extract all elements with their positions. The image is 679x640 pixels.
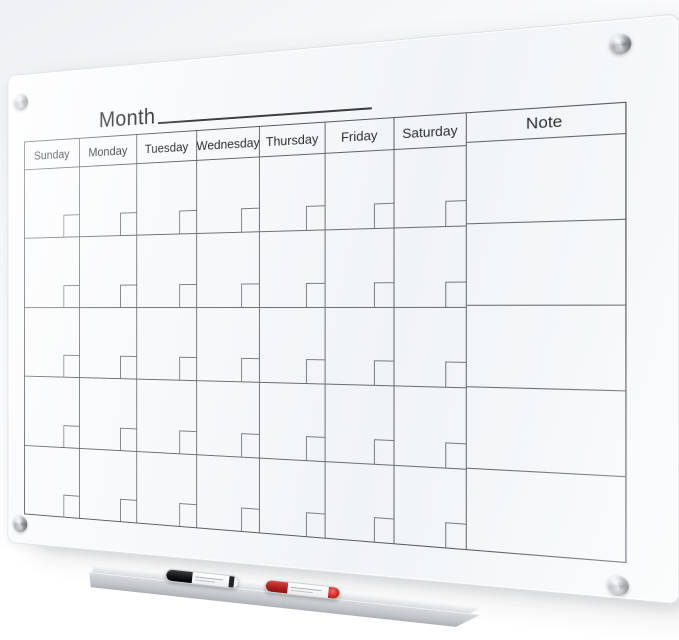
calendar-cell	[79, 236, 138, 307]
day-header-saturday: Saturday	[394, 113, 467, 150]
date-box	[373, 438, 394, 465]
calendar-cell	[394, 226, 467, 307]
date-box	[63, 284, 79, 307]
calendar-cell	[197, 157, 260, 234]
date-box	[373, 203, 394, 229]
calendar-cell	[137, 234, 198, 307]
note-row	[467, 469, 625, 562]
calendar-cell	[394, 465, 467, 550]
mounting-standoff-top-right	[609, 33, 632, 56]
date-box	[241, 283, 259, 307]
calendar-cell	[259, 230, 326, 307]
day-header-tuesday: Tuesday	[137, 131, 198, 164]
calendar-cell	[197, 232, 260, 307]
date-box	[305, 359, 325, 384]
calendar-cell	[197, 307, 260, 383]
date-box	[445, 522, 466, 550]
calendar-row	[24, 307, 467, 389]
day-header-friday: Friday	[325, 118, 395, 153]
date-box	[241, 358, 259, 383]
date-box	[120, 498, 137, 523]
note-row	[466, 387, 626, 478]
date-box	[305, 512, 325, 538]
date-box	[305, 205, 325, 231]
date-box	[179, 356, 197, 381]
date-box	[241, 507, 259, 533]
calendar-grid: Sunday Monday Tuesday Wednesday Thursday Frid…	[24, 101, 627, 564]
calendar-cell	[259, 307, 326, 384]
date-box	[241, 432, 259, 458]
calendar-cell	[79, 307, 138, 379]
calendar-cell	[325, 150, 395, 230]
note-row	[466, 305, 626, 392]
date-box	[63, 494, 79, 518]
date-box	[445, 361, 466, 388]
date-box	[63, 214, 79, 238]
date-box	[63, 354, 79, 378]
calendar-cell	[137, 451, 198, 528]
calendar-cell	[24, 445, 80, 518]
date-box	[179, 283, 197, 307]
calendar-cell	[137, 307, 198, 381]
note-row	[466, 134, 626, 225]
note-column-rows	[466, 134, 626, 562]
date-box	[120, 355, 137, 379]
calendar-cell	[394, 307, 467, 388]
mounting-standoff-bottom-left	[13, 515, 28, 533]
calendar-cell	[137, 160, 198, 236]
month-title: Month	[98, 103, 156, 132]
day-header-sunday: Sunday	[24, 138, 80, 170]
date-box	[373, 281, 394, 307]
calendar-cell	[197, 454, 260, 533]
calendar-row	[24, 226, 467, 308]
date-box	[120, 427, 137, 451]
calendar-cell	[24, 376, 80, 448]
date-box	[241, 208, 259, 233]
date-box	[373, 517, 394, 544]
date-box	[445, 281, 466, 307]
date-box	[305, 282, 325, 307]
glass-whiteboard: Month Sunday Monday Tuesday Wednesday Thursd…	[7, 13, 679, 605]
calendar-cell	[325, 228, 395, 307]
calendar-cell	[259, 153, 326, 232]
calendar-cell	[259, 458, 326, 538]
date-box	[120, 284, 137, 307]
calendar-cell	[79, 378, 138, 451]
date-box	[445, 200, 466, 227]
calendar-cell	[325, 461, 395, 544]
calendar-cell	[137, 379, 198, 454]
black-marker-cap	[165, 569, 193, 584]
note-row	[466, 219, 626, 306]
day-header-monday: Monday	[79, 134, 138, 167]
calendar-cell	[325, 307, 395, 386]
calendar-cell	[24, 237, 80, 308]
date-box	[179, 503, 197, 528]
date-box	[63, 424, 79, 448]
calendar-cell	[394, 146, 467, 228]
red-marker-end	[327, 586, 340, 600]
date-box	[305, 435, 325, 461]
note-column: Note	[466, 102, 626, 562]
calendar-cell	[325, 384, 395, 465]
day-header-thursday: Thursday	[259, 122, 326, 157]
calendar-cell	[24, 307, 80, 378]
date-box	[179, 210, 197, 234]
day-columns: Sunday Monday Tuesday Wednesday Thursday Frid…	[24, 113, 467, 550]
date-box	[120, 212, 137, 236]
red-marker-cap	[265, 580, 289, 594]
date-box	[445, 441, 466, 469]
calendar-cell	[24, 167, 80, 239]
date-box	[373, 360, 394, 386]
calendar-cell	[259, 383, 326, 461]
calendar-cell	[197, 381, 260, 458]
day-header-wednesday: Wednesday	[197, 126, 260, 160]
mounting-standoff-bottom-right	[607, 574, 629, 597]
calendar-cell	[79, 164, 138, 237]
date-box	[179, 430, 197, 454]
calendar-cell	[394, 386, 467, 469]
calendar-cell	[79, 448, 138, 523]
mounting-standoff-top-left	[13, 93, 29, 111]
